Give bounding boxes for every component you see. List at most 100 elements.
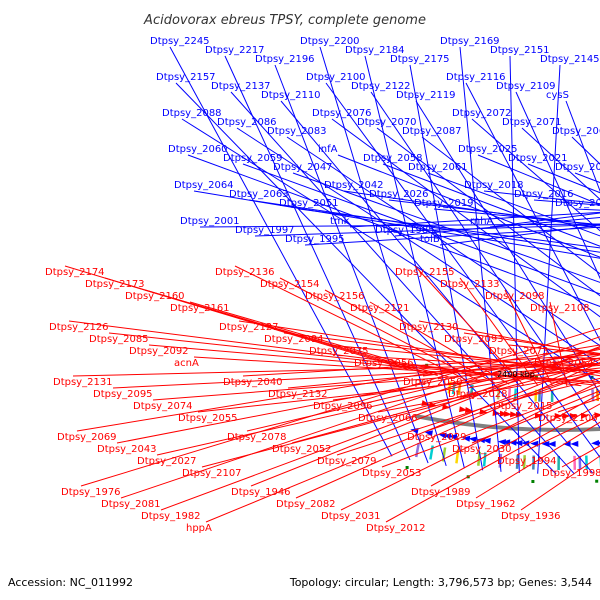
gene-label[interactable]: Dtpsy_2154 [260, 279, 320, 290]
gene-label[interactable]: Dtpsy_1997 [235, 225, 295, 236]
gene-label[interactable]: Dtpsy_2026 [369, 189, 429, 200]
gene-label[interactable]: Dtpsy_2087 [402, 126, 462, 137]
gene-label[interactable]: Dtpsy_2030 [452, 444, 512, 455]
gene-label[interactable]: Dtpsy_2075 [309, 346, 369, 357]
gene-label[interactable]: Dtpsy_2029 [407, 432, 467, 443]
gene-label[interactable]: Dtpsy_1998 [542, 468, 600, 479]
gene-label[interactable]: Dtpsy_2055 [178, 413, 238, 424]
gene-label[interactable]: Dtpsy_2071 [502, 117, 562, 128]
gene-label[interactable]: Dtpsy_2155 [395, 267, 455, 278]
gene-label[interactable]: Dtpsy_2100 [306, 72, 366, 83]
gene-label[interactable]: Dtpsy_2012 [366, 523, 426, 534]
gene-label[interactable]: Dtpsy_2110 [261, 90, 321, 101]
gene-label[interactable]: Dtpsy_2086 [217, 117, 277, 128]
gene-label[interactable]: Dtpsy_2001 [180, 216, 240, 227]
gene-label[interactable]: Dtpsy_2019 [414, 198, 474, 209]
gene-label[interactable]: Dtpsy_2156 [305, 291, 365, 302]
gene-label[interactable]: tolB [420, 234, 440, 245]
gene-label[interactable]: Dtpsy_2018 [464, 180, 524, 191]
gene-label[interactable]: Dtpsy_2070 [357, 117, 417, 128]
gene-label[interactable]: Dtpsy_1962 [456, 499, 516, 510]
gene-label[interactable]: Dtpsy_2064 [174, 180, 234, 191]
gene-label[interactable]: Dtpsy_2174 [45, 267, 105, 278]
gene-label[interactable]: Dtpsy_2145 [540, 54, 600, 65]
gene-label[interactable]: Dtpsy_2074 [133, 401, 193, 412]
gene-label[interactable]: Dtpsy_2056 [354, 358, 414, 369]
gene-label[interactable]: Dtpsy_2119 [396, 90, 456, 101]
gene-label[interactable]: Dtpsy_2098 [485, 291, 545, 302]
gene-label[interactable]: Dtpsy_2015 [493, 401, 553, 412]
gene-label[interactable]: tmk [330, 216, 350, 227]
gene-label[interactable]: Dtpsy_2175 [390, 54, 450, 65]
gene-label[interactable]: Dtpsy_2109 [496, 81, 556, 92]
gene-label[interactable]: Dtpsy_1982 [141, 511, 201, 522]
gene-label[interactable]: Dtpsy_2108 [530, 303, 590, 314]
gene-label[interactable]: Dtpsy_2083 [267, 126, 327, 137]
gene-label[interactable]: Dtpsy_2061 [408, 162, 468, 173]
gene-label[interactable]: Dtpsy_2200 [300, 36, 360, 47]
gene-label[interactable]: cysS [546, 90, 569, 101]
gene-label[interactable]: infA [318, 144, 338, 155]
gene-label[interactable]: Dtpsy_2031 [321, 511, 381, 522]
gene-label[interactable]: Dtpsy_2042 [324, 180, 384, 191]
gene-label[interactable]: hppA [186, 523, 212, 534]
gene-label[interactable]: Dtpsy_2121 [350, 303, 410, 314]
gene-label[interactable]: Dtpsy_1985 [375, 225, 435, 236]
gene-label[interactable]: Dtpsy_2126 [49, 322, 109, 333]
gene-label[interactable]: Dtpsy_2058 [363, 153, 423, 164]
gene-label[interactable]: Dtpsy_2122 [351, 81, 411, 92]
gene-label[interactable]: Dtpsy_2063 [229, 189, 289, 200]
gene-label[interactable]: Dtpsy_2025 [458, 144, 518, 155]
gene-label[interactable]: Dtpsy_1995 [285, 234, 345, 245]
gene-label[interactable]: Dtpsy_2059 [223, 153, 283, 164]
gene-label[interactable]: Dtpsy_2069 [57, 432, 117, 443]
gene-label[interactable]: Dtpsy_2088 [162, 108, 222, 119]
gene-label[interactable]: Dtpsy_2131 [53, 377, 113, 388]
gene-label[interactable]: Dtpsy_1976 [61, 487, 121, 498]
gene-label[interactable]: Dtpsy_2132 [268, 389, 328, 400]
gene-label[interactable]: Dtpsy_2007 [555, 198, 600, 209]
gene-label[interactable]: Dtpsy_2184 [345, 45, 405, 56]
gene-label[interactable]: Dtpsy_2040 [223, 377, 283, 388]
gene-label[interactable]: Dtpsy_2085 [89, 334, 149, 345]
gene-label[interactable]: Dtpsy_2047 [273, 162, 333, 173]
gene-label[interactable]: Dtpsy_2053 [362, 468, 422, 479]
gene-label[interactable]: Dtpsy_2017 [555, 162, 600, 173]
gene-label[interactable]: Dtpsy_2107 [182, 468, 242, 479]
gene-label[interactable]: Dtpsy_1994 [497, 456, 557, 467]
gene-label[interactable]: Dtpsy_2173 [85, 279, 145, 290]
gene-label[interactable]: Dtpsy_2137 [211, 81, 271, 92]
gene-label[interactable]: Dtpsy_2028 [448, 389, 508, 400]
gene-label[interactable]: Dtpsy_2051 [279, 198, 339, 209]
gene-label[interactable]: Dtpsy_1946 [231, 487, 291, 498]
gene-label[interactable]: Dtpsy_2127 [219, 322, 279, 333]
gene-label[interactable]: Dtpsy_2072 [452, 108, 512, 119]
gene-label[interactable]: Dtpsy_2136 [215, 267, 275, 278]
gene-label[interactable]: Dtpsy_2016 [514, 189, 574, 200]
gene-label[interactable]: Dtpsy_2106 [538, 413, 598, 424]
gene-label[interactable]: Dtpsy_2133 [440, 279, 500, 290]
gene-label[interactable]: Dtpsy_2169 [440, 36, 500, 47]
gene-label[interactable]: Dtpsy_2076 [312, 108, 372, 119]
gene-label[interactable]: Dtpsy_2095 [93, 389, 153, 400]
gene-label[interactable]: Dtpsy_2078 [227, 432, 287, 443]
gene-label[interactable]: Dtpsy_2052 [272, 444, 332, 455]
gene-label[interactable]: Dtpsy_2151 [490, 45, 550, 56]
gene-label[interactable]: Dtpsy_2066 [358, 413, 418, 424]
gene-label[interactable]: Dtpsy_2021 [508, 153, 568, 164]
gene-label[interactable]: Dtpsy_2027 [137, 456, 197, 467]
gene-label[interactable]: rnhA [470, 216, 494, 227]
gene-label[interactable]: Dtpsy_2161 [170, 303, 230, 314]
gene-label[interactable]: Dtpsy_2160 [125, 291, 185, 302]
gene-label[interactable]: Dtpsy_2079 [317, 456, 377, 467]
gene-label[interactable]: Dtpsy_2096 [313, 401, 373, 412]
gene-label[interactable]: Dtpsy_1936 [501, 511, 561, 522]
gene-label[interactable]: Dtpsy_2043 [97, 444, 157, 455]
gene-label[interactable]: Dtpsy_2245 [150, 36, 210, 47]
gene-label[interactable]: Dtpsy_2062 [552, 126, 600, 137]
gene-label[interactable]: Dtpsy_2130 [399, 322, 459, 333]
gene-label[interactable]: acnA [174, 358, 199, 369]
gene-label[interactable]: Dtpsy_2157 [156, 72, 216, 83]
gene-label[interactable]: Dtpsy_2196 [255, 54, 315, 65]
gene-label[interactable]: Dtpsy_2116 [446, 72, 506, 83]
